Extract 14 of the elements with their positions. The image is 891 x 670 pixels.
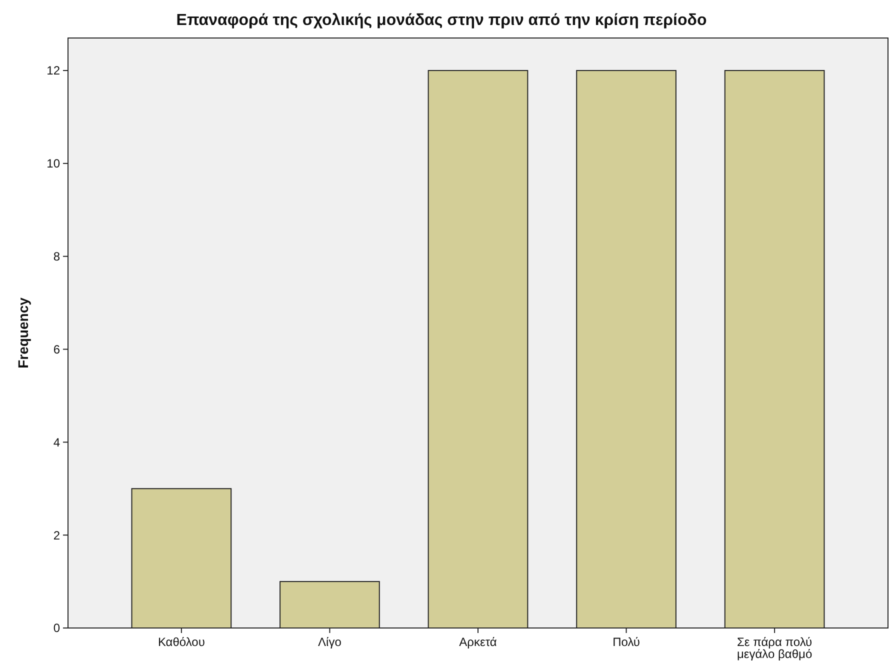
x-tick-label: Καθόλου: [158, 635, 205, 649]
y-tick-label: 10: [46, 156, 60, 171]
y-axis-title: Frequency: [15, 297, 31, 368]
x-tick-label: Αρκετά: [459, 635, 497, 649]
y-tick-label: 8: [53, 250, 60, 264]
x-tick-label: Λίγο: [318, 635, 342, 649]
y-tick-label: 4: [53, 435, 60, 450]
x-tick-label: Σε πάρα πολύ μεγάλο βαθμό: [736, 635, 812, 661]
y-tick-label: 2: [53, 528, 60, 542]
chart-title: Επαναφορά της σχολικής μονάδας στην πριν από την κρίση περίοδο: [176, 12, 707, 29]
y-tick-label: 0: [53, 621, 60, 636]
x-tick-label: Πολύ: [612, 635, 640, 649]
y-tick-label: 6: [53, 342, 60, 356]
y-tick-label: 12: [46, 64, 60, 78]
